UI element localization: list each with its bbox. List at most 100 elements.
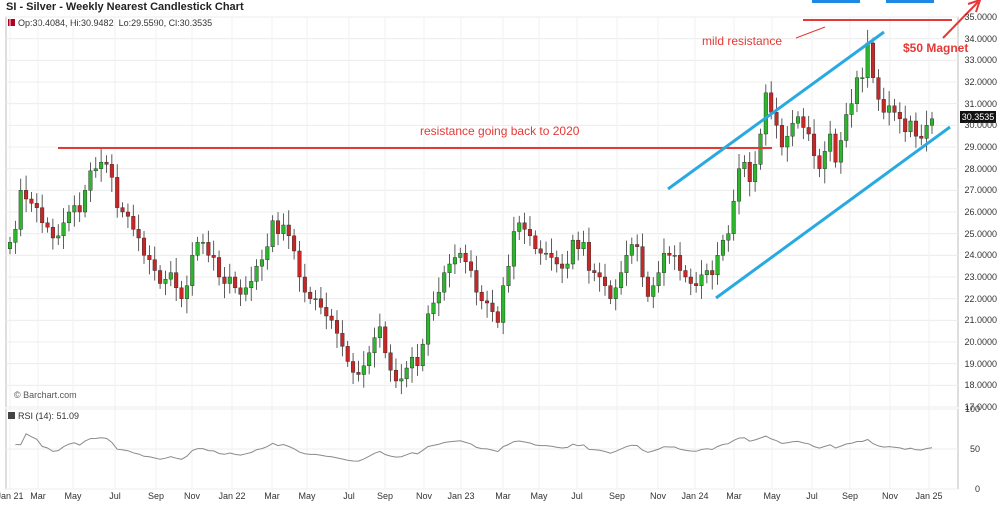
candle-up bbox=[66, 211, 71, 224]
candle-down bbox=[527, 229, 532, 237]
last-price-tag: 30.3535 bbox=[960, 111, 996, 123]
candle-down bbox=[522, 222, 527, 230]
x-tick-label: Sep bbox=[608, 491, 626, 501]
candle-up bbox=[661, 252, 666, 273]
candle-down bbox=[469, 261, 474, 271]
candle-down bbox=[667, 252, 672, 256]
candle-up bbox=[860, 77, 865, 79]
candle-down bbox=[136, 229, 141, 239]
candle-down bbox=[356, 372, 361, 375]
candle-up bbox=[404, 367, 409, 380]
candle-down bbox=[115, 177, 120, 208]
candle-up bbox=[265, 246, 270, 260]
x-tick-label: Sep bbox=[376, 491, 394, 501]
candle-down bbox=[297, 250, 302, 278]
candle-up bbox=[249, 281, 254, 289]
candle-up bbox=[93, 168, 98, 172]
annotation-mild-resistance: mild resistance bbox=[702, 34, 783, 48]
candle-up bbox=[887, 105, 892, 113]
candle-down bbox=[120, 207, 125, 213]
candle-up bbox=[506, 265, 511, 286]
candle-down bbox=[533, 235, 538, 250]
x-tick-label: May bbox=[530, 491, 548, 501]
candle-down bbox=[77, 205, 82, 213]
candle-up bbox=[399, 378, 404, 382]
candle-up bbox=[656, 272, 661, 286]
toolbar-button-1[interactable] bbox=[812, 0, 860, 3]
candle-down bbox=[302, 276, 307, 293]
channel-lower-line bbox=[715, 125, 951, 300]
candle-down bbox=[329, 315, 334, 321]
candle-down bbox=[388, 352, 393, 371]
candle-down bbox=[919, 135, 924, 139]
candle-down bbox=[645, 276, 650, 297]
y-tick-label: 35.0000 bbox=[964, 12, 997, 22]
candle-up bbox=[570, 239, 575, 265]
watermark: © Barchart.com bbox=[14, 390, 77, 400]
candle-up bbox=[511, 231, 516, 267]
candle-up bbox=[720, 239, 725, 256]
candle-up bbox=[420, 343, 425, 367]
candle-up bbox=[431, 302, 436, 315]
candle-down bbox=[538, 248, 543, 254]
y-tick-label: 30.0000 bbox=[964, 120, 997, 131]
y-tick-label: 34.0000 bbox=[964, 33, 997, 44]
y-tick-label: 24.0000 bbox=[964, 250, 997, 261]
candle-up bbox=[758, 133, 763, 165]
candle-down bbox=[495, 311, 500, 323]
y-tick-label: 33.0000 bbox=[964, 55, 997, 66]
candle-up bbox=[56, 235, 61, 239]
candle-up bbox=[7, 242, 12, 250]
y-tick-label: 27.0000 bbox=[964, 185, 997, 196]
candle-down bbox=[463, 252, 468, 263]
candle-up bbox=[790, 122, 795, 137]
x-tick-label: Nov bbox=[183, 491, 201, 501]
candle-down bbox=[174, 272, 179, 289]
candle-down bbox=[50, 226, 55, 239]
y-tick-label: 17.0000 bbox=[964, 402, 997, 412]
candle-down bbox=[688, 276, 693, 284]
candle-up bbox=[501, 285, 506, 323]
candle-up bbox=[581, 242, 586, 250]
candle-up bbox=[195, 242, 200, 256]
candle-down bbox=[549, 252, 554, 258]
candle-up bbox=[865, 42, 870, 78]
candle-up bbox=[163, 278, 168, 284]
candle-down bbox=[415, 356, 420, 367]
y-tick-label: 29.0000 bbox=[964, 142, 997, 152]
x-tick-label: Mar bbox=[726, 491, 742, 501]
rsi-label: RSI (14): 51.09 bbox=[8, 411, 79, 421]
candle-up bbox=[849, 103, 854, 115]
y-tick-label: 19.0000 bbox=[964, 358, 997, 369]
candle-up bbox=[458, 252, 463, 258]
candle-up bbox=[844, 114, 849, 141]
rsi-tick-label: 0 bbox=[974, 484, 980, 494]
candle-up bbox=[72, 205, 77, 213]
x-tick-label: Nov bbox=[881, 491, 899, 501]
candle-down bbox=[586, 242, 591, 271]
candle-down bbox=[597, 272, 602, 278]
candle-up bbox=[270, 220, 275, 247]
toolbar-button-2[interactable] bbox=[886, 0, 934, 3]
x-tick-label: Jan 23 bbox=[447, 491, 475, 501]
x-tick-label: Jan 21 bbox=[0, 491, 24, 501]
candle-down bbox=[806, 127, 811, 135]
candle-down bbox=[142, 237, 147, 256]
candle-down bbox=[640, 246, 645, 278]
candle-down bbox=[635, 244, 640, 247]
candle-up bbox=[737, 168, 742, 202]
candle-up bbox=[254, 265, 259, 282]
candle-up bbox=[629, 244, 634, 256]
candle-up bbox=[243, 287, 248, 295]
candle-down bbox=[276, 220, 281, 234]
x-tick-label: Jul bbox=[571, 491, 583, 501]
candle-down bbox=[769, 92, 774, 113]
x-tick-label: Mar bbox=[30, 491, 46, 501]
candle-up bbox=[367, 352, 372, 367]
candle-up bbox=[838, 140, 843, 163]
candle-down bbox=[345, 346, 350, 362]
rsi-swatch bbox=[8, 412, 15, 419]
x-tick-label: Jan 25 bbox=[915, 491, 943, 501]
candle-down bbox=[179, 287, 184, 299]
